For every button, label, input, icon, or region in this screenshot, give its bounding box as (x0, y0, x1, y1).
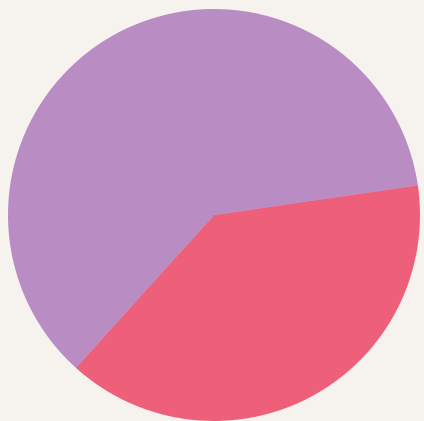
pie-slice (75, 185, 420, 421)
pie-slice (8, 9, 418, 368)
